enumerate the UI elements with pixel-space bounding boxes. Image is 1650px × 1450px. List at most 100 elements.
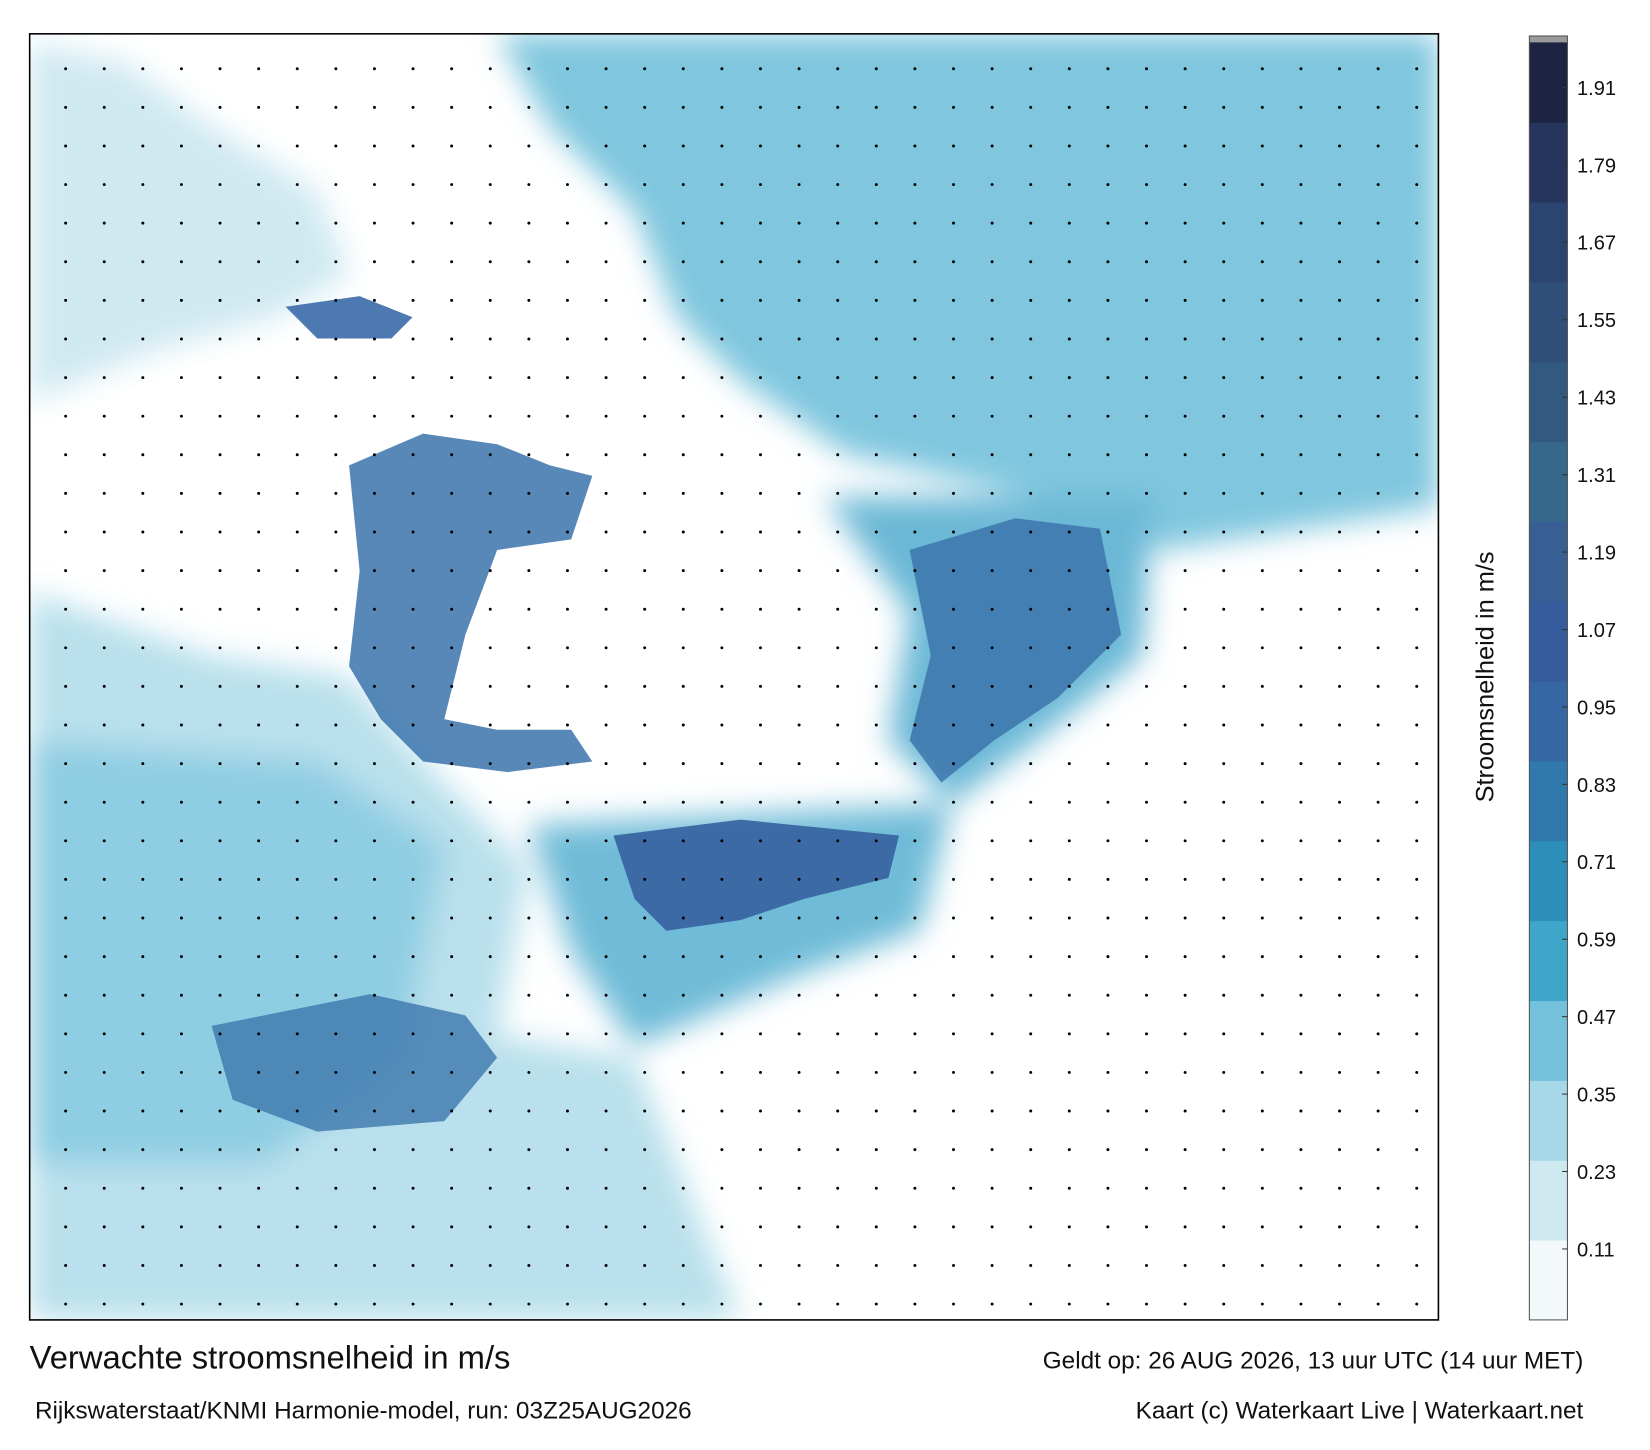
grid-dot [759,1186,762,1190]
grid-dot [1260,376,1264,380]
grid-dot [720,1070,724,1074]
grid-dot [797,762,801,766]
grid-dot [874,183,878,187]
colorbar-tick-label: 1.07 [1577,620,1616,642]
grid-dot [1222,955,1226,959]
grid-dot [720,955,724,959]
grid-dot [1029,1070,1033,1074]
grid-dot [295,1148,299,1152]
grid-dot [604,1302,608,1306]
grid-dot [681,221,685,225]
grid-dot [1106,183,1110,187]
grid-dot [604,183,608,187]
grid-dot [257,877,261,881]
grid-dot [1067,762,1071,766]
grid-dot [64,800,68,804]
grid-dot [681,260,685,264]
grid-dot [1222,1186,1226,1190]
grid-dot [1299,1148,1303,1152]
grid-dot [990,1148,994,1152]
grid-dot [1145,916,1148,920]
grid-dot [1067,298,1071,302]
grid-dot [218,684,222,688]
grid-dot [836,723,840,727]
grid-dot [604,877,608,881]
grid-dot [1338,916,1342,920]
grid-dot [64,414,68,418]
grid-dot [1183,1148,1187,1152]
grid-dot [1029,221,1033,225]
grid-dot [257,1263,261,1267]
grid-dot [1183,723,1187,727]
water-dark [211,296,1122,1132]
grid-dot [1106,530,1110,534]
grid-dot [913,144,917,148]
grid-dot [1260,916,1264,920]
grid-dot [1222,298,1226,302]
grid-dot [218,530,222,534]
grid-dot [372,955,376,959]
grid-dot [836,376,840,380]
colorbar-cap [1529,35,1568,43]
grid-dot [1299,955,1303,959]
credit: Kaart (c) Waterkaart Live | Waterkaart.n… [1136,1397,1584,1424]
grid-dot [797,1070,801,1074]
grid-dot [102,1070,106,1074]
colorbar-band [1529,441,1568,522]
grid-dot [334,491,338,495]
grid-dot [797,684,801,688]
grid-dot [720,569,724,573]
grid-dot [527,144,531,148]
colorbar-band [1529,122,1568,203]
grid-dot [565,337,569,341]
grid-dot [257,1186,261,1190]
grid-dot [218,221,222,225]
grid-dot [411,337,415,341]
grid-dot [1299,144,1303,148]
grid-dot [179,800,183,804]
grid-dot [1183,337,1187,341]
grid-dot [102,144,106,148]
grid-dot [797,221,801,225]
grid-dot [952,1148,955,1152]
grid-dot [334,993,338,997]
grid-dot [1376,530,1380,534]
grid-dot [179,762,183,766]
grid-dot [759,453,762,457]
grid-dot [1376,260,1380,264]
grid-dot [295,839,299,843]
grid-dot [604,67,608,71]
grid-dot [102,607,106,611]
grid-dot [797,144,801,148]
grid-dot [1260,1109,1264,1113]
grid-dot [257,337,261,341]
colorbar-band [1529,42,1568,123]
grid-dot [1415,723,1419,727]
colorbar-band [1529,760,1568,842]
grid-dot [334,877,338,881]
grid-dot [372,569,376,573]
grid-dot [1029,1032,1033,1036]
grid-dot [874,414,878,418]
grid-dot [1145,376,1148,380]
grid-dot [527,1148,531,1152]
grid-dot [913,414,917,418]
grid-dot [836,1148,840,1152]
grid-dot [1183,491,1187,495]
grid-dot [257,569,261,573]
grid-dot [218,337,222,341]
grid-dot [334,723,338,727]
grid-dot [257,453,261,457]
grid-dot [372,298,376,302]
grid-dot [604,105,608,109]
grid-dot [102,453,106,457]
grid-dot [643,916,647,920]
grid-dot [952,1186,955,1190]
grid-dot [874,684,878,688]
grid-dot [874,993,878,997]
grid-dot [411,530,415,534]
grid-dot [565,993,569,997]
grid-dot [1029,1186,1033,1190]
grid-dot [836,800,840,804]
grid-dot [1222,260,1226,264]
